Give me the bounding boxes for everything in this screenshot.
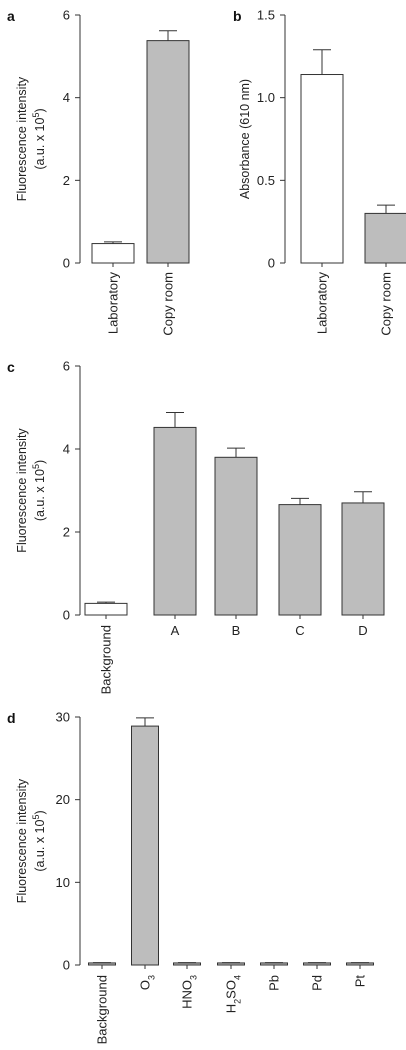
y-tick-label: 0 <box>63 958 70 973</box>
x-category-label: Pd <box>310 975 325 991</box>
chart-panel-b: b 0 0.5 1.0 1.5 Absorbance (610 nm) Laboratory… <box>233 8 406 336</box>
y-tick-label: 0.5 <box>257 173 275 188</box>
chart-panel-d: d 0 10 20 30 Fluorescence intensity (a.u. x 10… <box>7 710 374 1044</box>
x-category-label: Pb <box>267 975 282 991</box>
bar <box>303 962 331 966</box>
bar <box>217 962 245 966</box>
x-category-label: Laboratory <box>106 272 121 335</box>
y-tick-label: 6 <box>63 359 70 374</box>
x-category-label: Copy room <box>161 272 176 336</box>
bar <box>91 243 135 264</box>
x-category-label: Background <box>99 625 114 694</box>
panel-label: d <box>7 710 16 726</box>
bar <box>88 962 116 966</box>
y-tick-label: 0 <box>63 256 70 271</box>
bar <box>214 456 258 616</box>
bar <box>278 504 322 616</box>
bar <box>300 74 344 264</box>
bar <box>346 962 374 966</box>
bar <box>131 725 159 966</box>
x-category-label: O3 <box>138 975 157 990</box>
y-tick-label: 20 <box>56 792 70 807</box>
bar <box>364 212 406 264</box>
y-tick-label: 4 <box>63 90 70 105</box>
y-tick-label: 30 <box>56 710 70 725</box>
y-axis-title: (a.u. x 105) <box>31 108 47 169</box>
bar <box>173 962 201 966</box>
chart-panel-c: c 0 2 4 6 Fluorescence intensity (a.u. x 105) B… <box>7 359 385 694</box>
x-category-label: Copy room <box>379 272 394 336</box>
bar <box>260 962 288 966</box>
x-category-label: Laboratory <box>315 272 330 335</box>
y-axis-title: (a.u. x 105) <box>31 810 47 871</box>
y-tick-label: 6 <box>63 8 70 23</box>
x-category-label: HNO3 <box>180 975 199 1009</box>
x-category-label: Pt <box>353 975 368 988</box>
y-tick-label: 4 <box>63 442 70 457</box>
x-category-label: H2SO4 <box>224 975 243 1013</box>
panel-label: b <box>233 8 242 24</box>
x-category-label: D <box>358 623 367 638</box>
bar <box>84 602 128 616</box>
y-tick-label: 0 <box>268 256 275 271</box>
y-tick-label: 10 <box>56 875 70 890</box>
x-category-label: Background <box>95 975 110 1044</box>
bar <box>153 426 197 616</box>
x-category-label: A <box>171 623 180 638</box>
panel-label: c <box>7 359 15 375</box>
y-axis-title: Fluorescence intensity <box>15 778 29 903</box>
y-axis-title: Fluorescence intensity <box>15 428 29 553</box>
x-category-label: C <box>295 623 304 638</box>
chart-panel-a: a 0 2 4 6 Fluorescence intensity (a.u. x 105) L… <box>7 8 190 336</box>
y-axis-title: (a.u. x 105) <box>31 460 47 521</box>
y-tick-label: 1.0 <box>257 90 275 105</box>
y-tick-label: 0 <box>63 608 70 623</box>
y-tick-label: 2 <box>63 525 70 540</box>
y-axis-title: Fluorescence intensity <box>15 76 29 201</box>
bar <box>341 502 385 616</box>
panel-label: a <box>7 8 15 24</box>
x-category-label: B <box>232 623 241 638</box>
y-axis-title: Absorbance (610 nm) <box>238 79 252 199</box>
bar <box>146 40 190 264</box>
y-tick-label: 2 <box>63 173 70 188</box>
y-tick-label: 1.5 <box>257 8 275 23</box>
